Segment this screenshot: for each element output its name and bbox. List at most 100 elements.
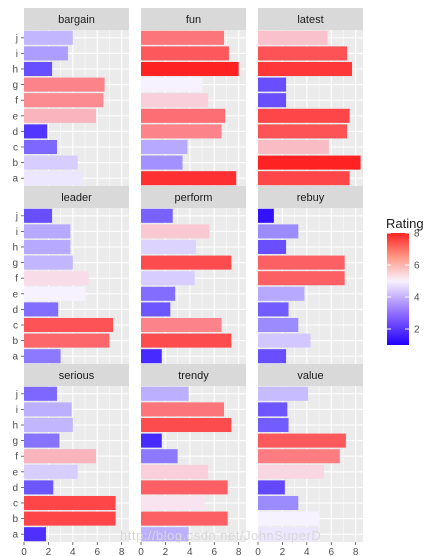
- bar-perform-c: [141, 317, 222, 333]
- bar-fun-c: [141, 139, 188, 155]
- facet-value: value 0 2 4 6 8: [255, 364, 363, 556]
- bar-bargain-b: [24, 155, 78, 170]
- bar-bargain-j: [24, 30, 73, 45]
- bar-bargain-h: [24, 61, 53, 77]
- bar-leader-a: [24, 349, 61, 364]
- y-tick-label: a: [12, 530, 18, 541]
- bar-value-f: [258, 449, 340, 464]
- bar-serious-a: [24, 527, 46, 542]
- bar-trendy-f: [141, 449, 178, 464]
- bar-value-a: [258, 527, 317, 542]
- bar-perform-e: [141, 286, 176, 301]
- facet-label: latest: [297, 14, 323, 26]
- bar-leader-j: [24, 208, 53, 223]
- y-tick-label: j: [15, 211, 18, 222]
- bar-perform-i: [141, 224, 210, 239]
- bar-fun-i: [141, 46, 229, 61]
- x-tick-label: 2: [46, 547, 52, 556]
- x-tick-label: 6: [94, 547, 100, 556]
- facet-label: rebuy: [297, 192, 325, 204]
- x-tick-label: 6: [211, 547, 217, 556]
- legend-ticks: 2 4 6 8: [387, 229, 420, 336]
- y-tick-label: i: [16, 405, 18, 416]
- facet-strip: [258, 8, 363, 30]
- bar-leader-h: [24, 239, 71, 255]
- y-tick-label: a: [12, 174, 18, 185]
- bar-serious-g: [24, 433, 60, 448]
- facet-label: serious: [59, 370, 95, 382]
- bar-serious-c: [24, 495, 116, 511]
- x-tick-label: 0: [255, 547, 261, 556]
- facet-label: perform: [175, 192, 213, 204]
- bar-latest-a: [258, 171, 350, 186]
- bar-rebuy-f: [258, 271, 345, 286]
- facet-strip: [141, 186, 246, 208]
- y-tick-label: e: [12, 467, 18, 478]
- bar-value-j: [258, 386, 309, 401]
- bar-rebuy-i: [258, 224, 299, 239]
- facet-strip: [141, 364, 246, 386]
- y-tick-label: f: [15, 96, 18, 107]
- bar-perform-f: [141, 271, 195, 286]
- y-tick-label: i: [16, 49, 18, 60]
- bar-latest-e: [258, 108, 350, 123]
- facet-label: fun: [186, 14, 201, 26]
- bar-perform-b: [141, 333, 232, 348]
- bar-fun-d: [141, 124, 222, 139]
- bar-leader-c: [24, 317, 114, 333]
- y-tick-label: h: [12, 421, 18, 432]
- bar-bargain-i: [24, 46, 68, 61]
- bar-trendy-a: [141, 527, 189, 542]
- facet-perform: perform: [140, 186, 246, 364]
- bar-serious-b: [24, 511, 116, 526]
- bar-value-h: [258, 417, 289, 433]
- bar-leader-i: [24, 224, 71, 239]
- bar-serious-i: [24, 402, 72, 417]
- bar-serious-j: [24, 386, 57, 401]
- bar-trendy-h: [141, 417, 232, 433]
- bar-rebuy-j: [258, 208, 274, 223]
- bar-fun-f: [141, 93, 209, 108]
- bar-trendy-j: [141, 386, 189, 401]
- y-tick-label: f: [15, 452, 18, 463]
- bar-latest-f: [258, 93, 287, 108]
- bar-fun-h: [141, 61, 239, 77]
- bar-perform-j: [141, 208, 173, 223]
- bar-value-g: [258, 433, 346, 448]
- y-tick-label: e: [12, 289, 18, 300]
- y-tick-label: i: [16, 227, 18, 238]
- x-tick-label: 2: [163, 547, 169, 556]
- legend-tick-label: 2: [414, 325, 420, 336]
- bar-latest-h: [258, 61, 353, 77]
- x-tick-label: 8: [353, 547, 359, 556]
- x-tick-label: 4: [187, 547, 193, 556]
- x-tick-label: 8: [236, 547, 242, 556]
- bar-fun-e: [141, 108, 226, 123]
- y-tick-label: c: [13, 143, 18, 154]
- bar-leader-b: [24, 333, 110, 348]
- bar-trendy-c: [141, 495, 205, 511]
- y-tick-label: h: [12, 243, 18, 254]
- bar-rebuy-g: [258, 255, 345, 270]
- y-tick-label: j: [15, 33, 18, 44]
- legend-title: Rating: [386, 216, 424, 231]
- bar-bargain-d: [24, 124, 48, 139]
- y-tick-label: g: [12, 258, 18, 269]
- bar-bargain-f: [24, 93, 104, 108]
- bar-perform-h: [141, 239, 196, 255]
- bar-latest-i: [258, 46, 348, 61]
- bar-latest-j: [258, 30, 328, 45]
- bar-latest-c: [258, 139, 329, 155]
- y-tick-label: h: [12, 65, 18, 76]
- bar-serious-d: [24, 480, 54, 495]
- bar-latest-g: [258, 77, 287, 92]
- bar-rebuy-b: [258, 333, 311, 348]
- y-tick-label: j: [15, 389, 18, 400]
- bar-rebuy-a: [258, 349, 287, 364]
- y-tick-label: a: [12, 352, 18, 363]
- legend-colorbar: [387, 233, 409, 345]
- facet-strip: [258, 186, 363, 208]
- facet-strip: [141, 8, 246, 30]
- legend: Rating 2 4 6 8: [386, 216, 424, 345]
